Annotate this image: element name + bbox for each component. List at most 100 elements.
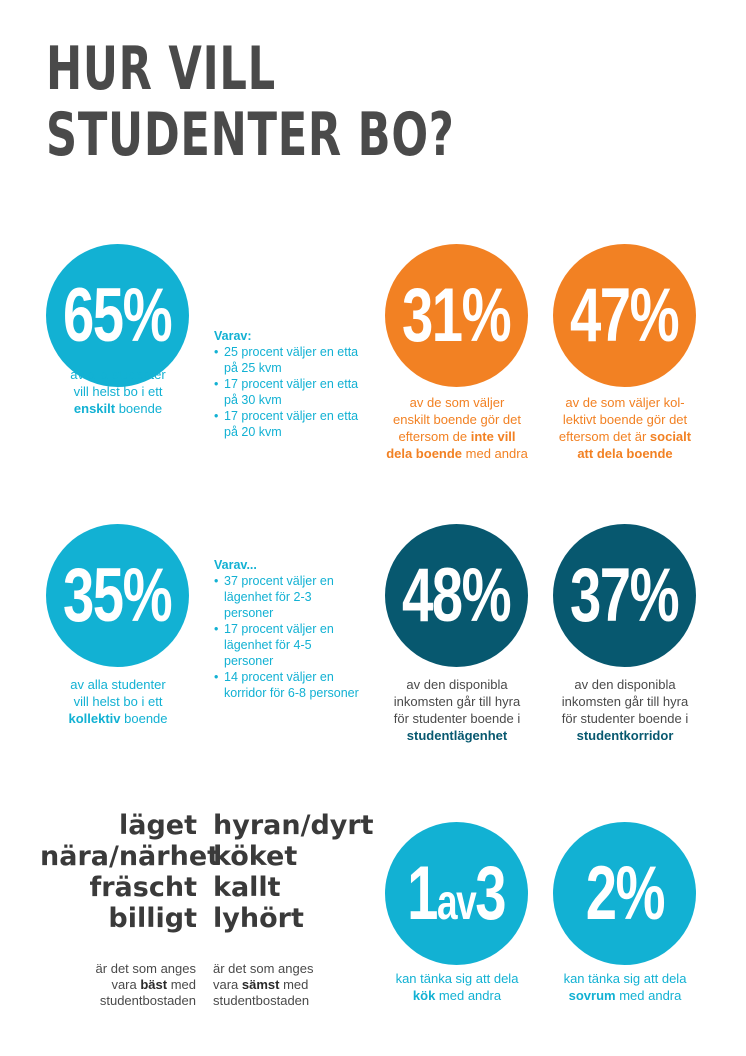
title-line-2: STUDENTER BO?: [46, 100, 455, 170]
caption-line: enskilt boende gör det: [393, 412, 521, 427]
caption-text: eftersom de: [398, 429, 471, 444]
caption-line: vill helst bo i ett: [73, 694, 163, 709]
caption-line: för studenter boende i: [561, 711, 689, 726]
caption-line: inkomsten går till hyra: [393, 694, 521, 709]
caption-line: eftersom det är socialt: [545, 428, 705, 445]
caption-kitchen: kan tänka sig att dela kök med andra: [377, 970, 537, 1004]
word: läget: [118, 810, 197, 841]
caption-line: eftersom de inte vill: [377, 428, 537, 445]
caption-text: med andra: [615, 988, 682, 1003]
caption-line: studentbostaden: [99, 993, 196, 1008]
list-item: 17 procent väljer en etta på 20 kvm: [214, 408, 364, 440]
caption-line: kollektiv boende: [38, 710, 198, 727]
list-item: 37 procent väljer en lägenhet för 2-3 pe…: [214, 573, 364, 621]
caption-text: med andra: [462, 446, 528, 461]
caption-line: kan tänka sig att dela: [395, 971, 519, 986]
caption-line: av de som väljer: [409, 395, 505, 410]
caption-line: enskilt boende: [38, 400, 198, 417]
stat-circle-37: 37%: [553, 524, 696, 667]
stat-circle-kitchen: 1av3: [385, 822, 528, 965]
caption-bold: socialt: [649, 429, 692, 444]
caption-bold: kollektiv: [68, 711, 121, 726]
caption-text: boende: [120, 711, 168, 726]
caption-37: av den disponibla inkomsten går till hyr…: [545, 676, 705, 744]
worst-caption: är det som anges vara sämst med studentb…: [213, 961, 333, 1009]
stat-value: 65%: [63, 273, 173, 358]
caption-bold: dela boende: [386, 446, 463, 461]
best-words: läget nära/närhet fräscht billigt: [40, 810, 221, 934]
caption-bold: sovrum: [568, 988, 616, 1003]
caption-line: av alla studenter: [70, 677, 166, 692]
caption-bold: studentkorridor: [576, 728, 674, 743]
caption-bold: studentlägenhet: [406, 728, 508, 743]
list-item: 17 procent väljer en lägenhet för 4-5 pe…: [214, 621, 364, 669]
stat-value: 37%: [570, 553, 680, 638]
caption-line: inkomsten går till hyra: [561, 694, 689, 709]
caption-bold: bäst: [140, 977, 168, 992]
caption-bold: enskilt: [73, 401, 116, 416]
caption-31: av de som väljer enskilt boende gör det …: [377, 394, 537, 462]
caption-line: studentlägenhet: [377, 727, 537, 744]
stat-part: av: [437, 874, 477, 930]
stat-value: 2%: [585, 851, 665, 936]
caption-enskilt: av alla studenter vill helst bo i ett en…: [38, 366, 198, 417]
caption-text: vara: [213, 977, 242, 992]
varav-list-enskilt: Varav: 25 procent väljer en etta på 25 k…: [214, 328, 364, 440]
varav-list-kollektiv: Varav... 37 procent väljer en lägenhet f…: [214, 557, 364, 701]
caption-line: vill helst bo i ett: [73, 384, 163, 399]
caption-text: boende: [115, 401, 163, 416]
stat-value: 31%: [402, 273, 512, 358]
caption-line: vara sämst med: [213, 977, 333, 993]
title-line-1: HUR VILL: [46, 34, 276, 104]
word: billigt: [108, 903, 197, 934]
caption-bold: inte vill: [470, 429, 516, 444]
caption-bold: sämst: [241, 977, 280, 992]
caption-47: av de som väljer kol- lektivt boende gör…: [545, 394, 705, 462]
caption-line: studentbostaden: [213, 993, 310, 1008]
caption-bold: att dela boende: [577, 446, 673, 461]
caption-line: av den disponibla: [406, 677, 508, 692]
stat-part: 1: [407, 851, 439, 936]
caption-line: studentkorridor: [545, 727, 705, 744]
stat-value: 35%: [63, 553, 173, 638]
stat-circle-31: 31%: [385, 244, 528, 387]
caption-text: eftersom det är: [558, 429, 650, 444]
stat-circle-enskilt: 65%: [46, 244, 189, 387]
caption-bold: kök: [412, 988, 436, 1003]
caption-line: av den disponibla: [574, 677, 676, 692]
list-item: 17 procent väljer en etta på 30 kvm: [214, 376, 364, 408]
caption-line: sovrum med andra: [545, 987, 705, 1004]
stat-circle-48: 48%: [385, 524, 528, 667]
word: nära/närhet: [40, 841, 221, 872]
word: hyran/dyrt: [213, 810, 374, 841]
stat-circle-bedroom: 2%: [553, 822, 696, 965]
caption-text: med: [167, 977, 196, 992]
word: köket: [213, 841, 298, 872]
caption-line: är det som anges: [213, 961, 314, 976]
caption-kollektiv: av alla studenter vill helst bo i ett ko…: [38, 676, 198, 727]
varav-heading: Varav...: [214, 558, 257, 572]
caption-line: lektivt boende gör det: [562, 412, 688, 427]
stat-value: 47%: [570, 273, 680, 358]
stat-part: 3: [475, 851, 507, 936]
worst-words: hyran/dyrt köket kallt lyhört: [213, 810, 374, 934]
page-title: HUR VILL STUDENTER BO?: [46, 36, 455, 168]
caption-48: av den disponibla inkomsten går till hyr…: [377, 676, 537, 744]
caption-line: att dela boende: [545, 445, 705, 462]
caption-line: av de som väljer kol-: [565, 395, 685, 410]
caption-bedroom: kan tänka sig att dela sovrum med andra: [545, 970, 705, 1004]
caption-text: med: [279, 977, 309, 992]
best-caption: är det som anges vara bäst med studentbo…: [76, 961, 196, 1009]
stat-circle-47: 47%: [553, 244, 696, 387]
word: kallt: [213, 872, 281, 903]
list-item: 25 procent väljer en etta på 25 kvm: [214, 344, 364, 376]
caption-line: kan tänka sig att dela: [563, 971, 687, 986]
caption-line: kök med andra: [377, 987, 537, 1004]
varav-heading: Varav:: [214, 329, 252, 343]
word: lyhört: [213, 903, 304, 934]
stat-value: 1av3: [407, 850, 507, 937]
caption-text: vara: [111, 977, 141, 992]
caption-line: av alla studenter: [70, 367, 166, 382]
word: fräscht: [89, 872, 198, 903]
caption-text: med andra: [435, 988, 502, 1003]
